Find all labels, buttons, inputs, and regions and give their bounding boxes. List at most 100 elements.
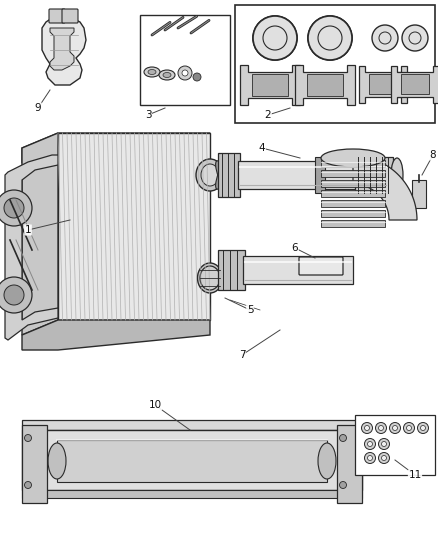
Ellipse shape (148, 69, 156, 75)
Polygon shape (218, 153, 240, 197)
Bar (307, 74, 343, 96)
Ellipse shape (391, 158, 403, 192)
Polygon shape (22, 133, 58, 335)
Circle shape (389, 423, 400, 433)
Circle shape (0, 190, 32, 226)
Bar (235, 5, 435, 123)
Ellipse shape (196, 159, 224, 191)
Ellipse shape (48, 443, 66, 479)
Bar (355, 157, 393, 193)
Bar (22, 430, 362, 490)
Circle shape (378, 453, 389, 464)
Polygon shape (22, 420, 362, 430)
Circle shape (193, 73, 201, 81)
Text: 1: 1 (25, 225, 31, 235)
Circle shape (361, 423, 372, 433)
Circle shape (378, 439, 389, 449)
FancyBboxPatch shape (62, 9, 78, 23)
Circle shape (392, 425, 398, 431)
Text: 7: 7 (239, 350, 245, 360)
Ellipse shape (215, 161, 228, 189)
Bar (321, 180, 385, 187)
Bar (412, 180, 426, 208)
Bar (140, 15, 230, 105)
Circle shape (4, 198, 24, 218)
Text: 5: 5 (247, 305, 253, 315)
Text: 8: 8 (430, 150, 436, 160)
Polygon shape (359, 66, 407, 103)
FancyBboxPatch shape (49, 9, 65, 23)
Circle shape (367, 456, 372, 461)
Text: 11: 11 (408, 470, 422, 480)
Polygon shape (58, 133, 210, 320)
Ellipse shape (159, 70, 175, 80)
Text: 10: 10 (148, 400, 162, 410)
Circle shape (364, 425, 370, 431)
Ellipse shape (144, 67, 160, 77)
Ellipse shape (202, 268, 218, 288)
Bar (401, 74, 429, 94)
Circle shape (372, 25, 398, 51)
Polygon shape (42, 18, 86, 85)
Circle shape (182, 70, 188, 76)
Circle shape (339, 434, 346, 441)
Text: 9: 9 (35, 103, 41, 113)
Circle shape (406, 425, 411, 431)
Bar (57, 440, 327, 482)
Bar (337, 425, 362, 503)
Bar (321, 170, 385, 177)
Circle shape (375, 423, 386, 433)
Polygon shape (218, 250, 245, 290)
Bar (243, 256, 353, 284)
Bar (238, 161, 388, 189)
Circle shape (339, 481, 346, 489)
Circle shape (0, 277, 32, 313)
Bar (321, 210, 385, 217)
Circle shape (367, 441, 372, 447)
Bar (321, 200, 385, 207)
Ellipse shape (163, 72, 171, 77)
Bar (321, 190, 385, 197)
Text: 3: 3 (145, 110, 151, 120)
Polygon shape (295, 65, 355, 105)
Bar (22, 490, 362, 498)
Polygon shape (240, 65, 300, 105)
Circle shape (420, 425, 425, 431)
Circle shape (417, 423, 428, 433)
Bar (321, 220, 385, 227)
Polygon shape (50, 28, 74, 70)
Circle shape (378, 425, 384, 431)
Polygon shape (22, 320, 210, 350)
Circle shape (253, 16, 297, 60)
Ellipse shape (201, 164, 219, 186)
Circle shape (364, 439, 375, 449)
Polygon shape (22, 133, 210, 163)
Bar (369, 74, 397, 94)
Polygon shape (353, 156, 417, 220)
Circle shape (381, 441, 386, 447)
Polygon shape (391, 66, 438, 103)
Ellipse shape (198, 263, 223, 293)
Ellipse shape (200, 266, 220, 290)
Circle shape (4, 285, 24, 305)
Text: 4: 4 (259, 143, 265, 153)
Bar (321, 160, 385, 167)
Circle shape (25, 434, 32, 441)
Bar (252, 74, 288, 96)
Text: 6: 6 (292, 243, 298, 253)
Circle shape (178, 66, 192, 80)
FancyBboxPatch shape (299, 257, 343, 275)
Circle shape (25, 481, 32, 489)
Text: 2: 2 (265, 110, 271, 120)
Circle shape (403, 423, 414, 433)
Bar (315, 157, 325, 193)
Circle shape (308, 16, 352, 60)
Circle shape (381, 456, 386, 461)
Circle shape (364, 453, 375, 464)
Ellipse shape (321, 149, 385, 167)
Circle shape (402, 25, 428, 51)
Ellipse shape (215, 161, 228, 189)
Ellipse shape (318, 443, 336, 479)
Bar (355, 415, 435, 475)
Bar (22, 425, 47, 503)
